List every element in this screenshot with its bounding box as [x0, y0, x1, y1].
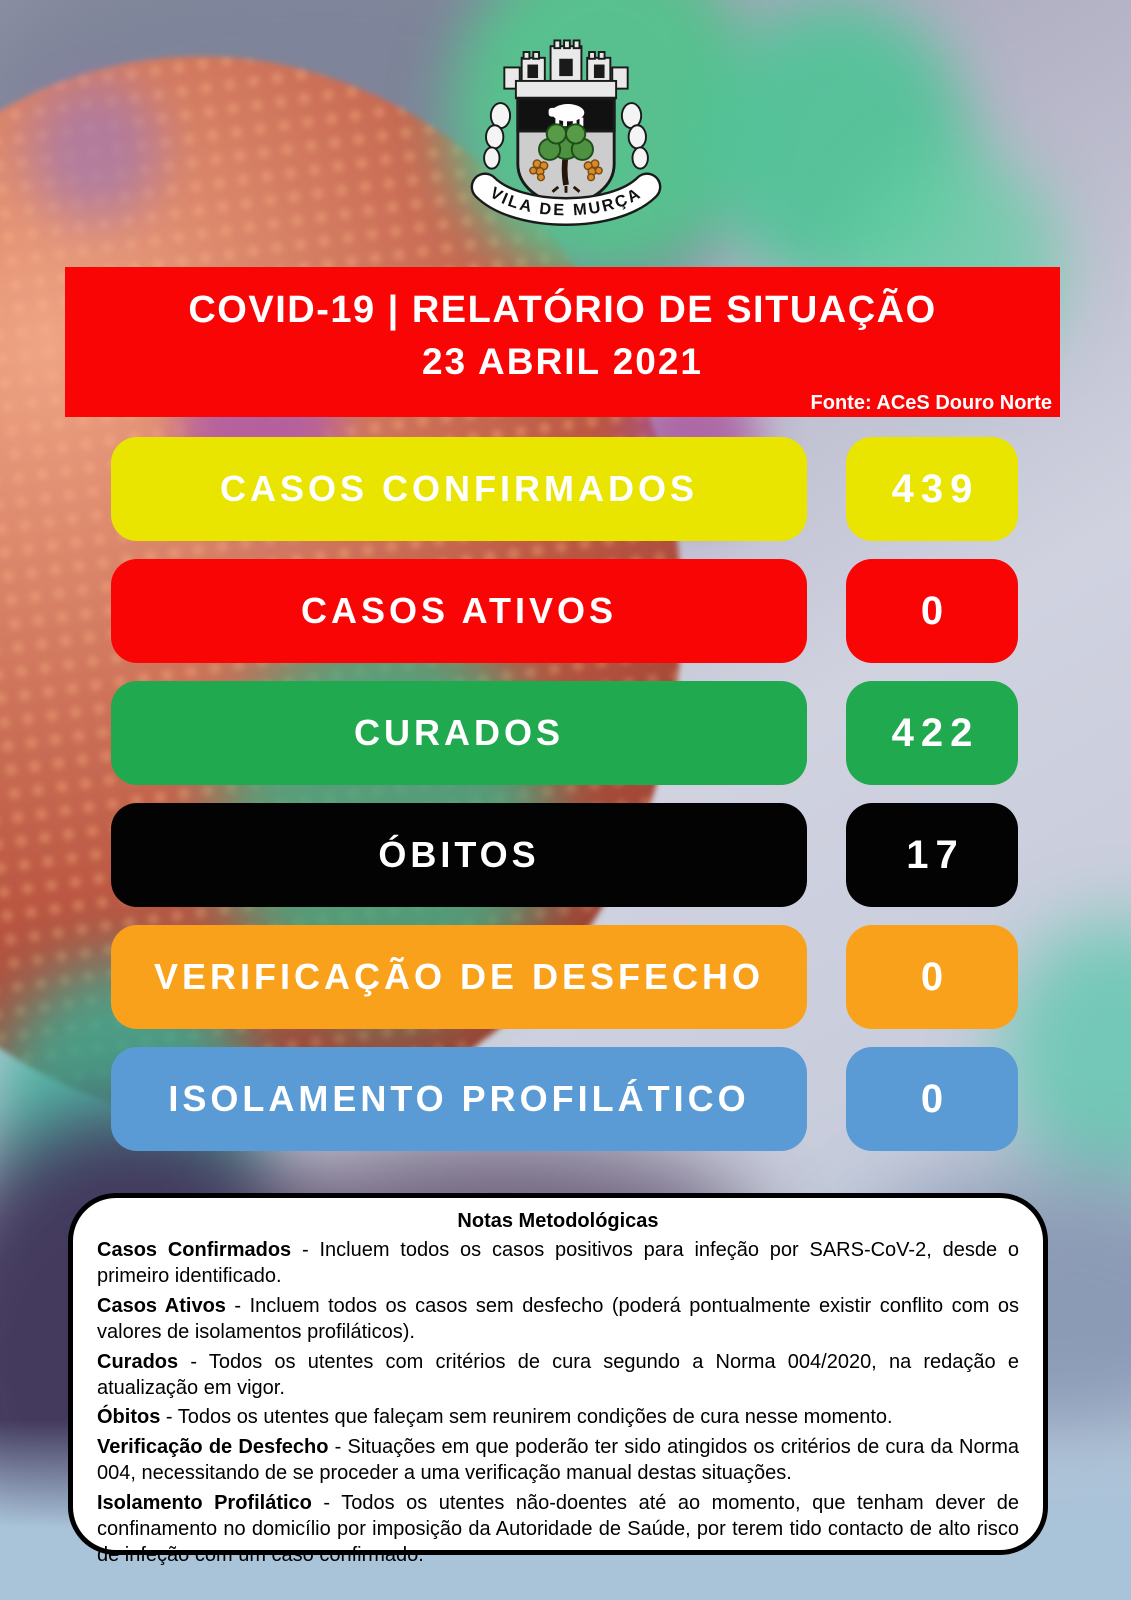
- note-term: Casos Ativos: [97, 1294, 226, 1317]
- note-text: - Todos os utentes com critérios de cura…: [97, 1350, 1019, 1399]
- stat-value: 422: [891, 710, 980, 755]
- note-term: Verificação de Desfecho: [97, 1435, 329, 1458]
- crest-scrollwork: [483, 102, 649, 170]
- note-item: Óbitos - Todos os utentes que faleçam se…: [97, 1404, 1019, 1430]
- note-item: Casos Ativos - Incluem todos os casos se…: [97, 1293, 1019, 1346]
- stat-value-box: 0: [846, 925, 1018, 1029]
- crest-grapes: [529, 159, 603, 182]
- bg-magenta-blob: [30, 80, 160, 220]
- note-item: Curados - Todos os utentes com critérios…: [97, 1349, 1019, 1402]
- stat-label: CASOS ATIVOS: [300, 590, 618, 631]
- banner-title-line1: COVID-19 | RELATÓRIO DE SITUAÇÃO: [188, 289, 937, 331]
- note-text: - Situações em que poderão ter sido atin…: [97, 1435, 1020, 1485]
- note-text: - Todos os utentes não-doentes até ao mo…: [97, 1491, 1019, 1567]
- municipal-crest: VILA DE MURÇA: [470, 39, 662, 226]
- stat-label-box: ISOLAMENTO PROFILÁTICO: [111, 1047, 807, 1151]
- stat-row-casos-ativos: CASOS ATIVOS 0: [0, 559, 1131, 663]
- note-term: Óbitos: [97, 1406, 161, 1429]
- banner-title-line2: 23 ABRIL 2021: [421, 341, 704, 382]
- stat-label: ISOLAMENTO PROFILÁTICO: [168, 1078, 750, 1119]
- stat-label: CURADOS: [353, 712, 564, 753]
- stat-value: 0: [920, 588, 951, 633]
- stat-value: 439: [891, 466, 980, 511]
- crest-crown: [503, 39, 629, 100]
- notes-title: Notas Metodológicas: [457, 1210, 659, 1232]
- stat-row-verificacao-desfecho: VERIFICAÇÃO DE DESFECHO 0: [0, 925, 1131, 1029]
- stat-label-box: ÓBITOS: [111, 803, 807, 907]
- stat-value-box: 422: [846, 681, 1018, 785]
- stat-row-curados: CURADOS 422: [0, 681, 1131, 785]
- stat-value-box: 439: [846, 437, 1018, 541]
- stat-value-box: 17: [846, 803, 1018, 907]
- stat-value-box: 0: [846, 1047, 1018, 1151]
- note-term: Curados: [97, 1350, 179, 1373]
- stat-row-obitos: ÓBITOS 17: [0, 803, 1131, 907]
- note-text: - Incluem todos os casos positivos para …: [97, 1239, 1019, 1288]
- report-banner: COVID-19 | RELATÓRIO DE SITUAÇÃO 23 ABRI…: [65, 267, 1060, 417]
- stat-value: 0: [920, 1076, 951, 1121]
- note-text: - Todos os utentes que faleçam sem reuni…: [165, 1406, 893, 1429]
- note-text: - Incluem todos os casos sem desfecho (p…: [97, 1294, 1019, 1344]
- note-term: Isolamento Profilático: [97, 1491, 312, 1514]
- stat-label-box: VERIFICAÇÃO DE DESFECHO: [111, 925, 807, 1029]
- stat-value: 0: [920, 954, 951, 999]
- banner-source: Fonte: ACeS Douro Norte: [810, 392, 1052, 414]
- crest-tree: [538, 123, 594, 193]
- crest-boar: [548, 104, 585, 127]
- notes-panel: Notas Metodológicas Casos Confirmados - …: [68, 1193, 1048, 1566]
- stat-label: CASOS CONFIRMADOS: [219, 468, 698, 509]
- note-item: Isolamento Profilático - Todos os utente…: [97, 1490, 1019, 1569]
- stat-value-box: 0: [846, 559, 1018, 663]
- stat-row-isolamento-profilatico: ISOLAMENTO PROFILÁTICO 0: [0, 1047, 1131, 1151]
- note-term: Casos Confirmados: [97, 1239, 292, 1261]
- stat-label: ÓBITOS: [378, 834, 540, 875]
- stat-row-casos-confirmados: CASOS CONFIRMADOS 439: [0, 437, 1131, 541]
- stat-label-box: CASOS CONFIRMADOS: [111, 437, 807, 541]
- stat-label-box: CASOS ATIVOS: [111, 559, 807, 663]
- note-item: Casos Confirmados - Incluem todos os cas…: [97, 1237, 1019, 1290]
- stat-label-box: CURADOS: [111, 681, 807, 785]
- stat-value: 17: [906, 832, 965, 877]
- stat-label: VERIFICAÇÃO DE DESFECHO: [153, 956, 765, 997]
- note-item: Verificação de Desfecho - Situações em q…: [97, 1434, 1019, 1487]
